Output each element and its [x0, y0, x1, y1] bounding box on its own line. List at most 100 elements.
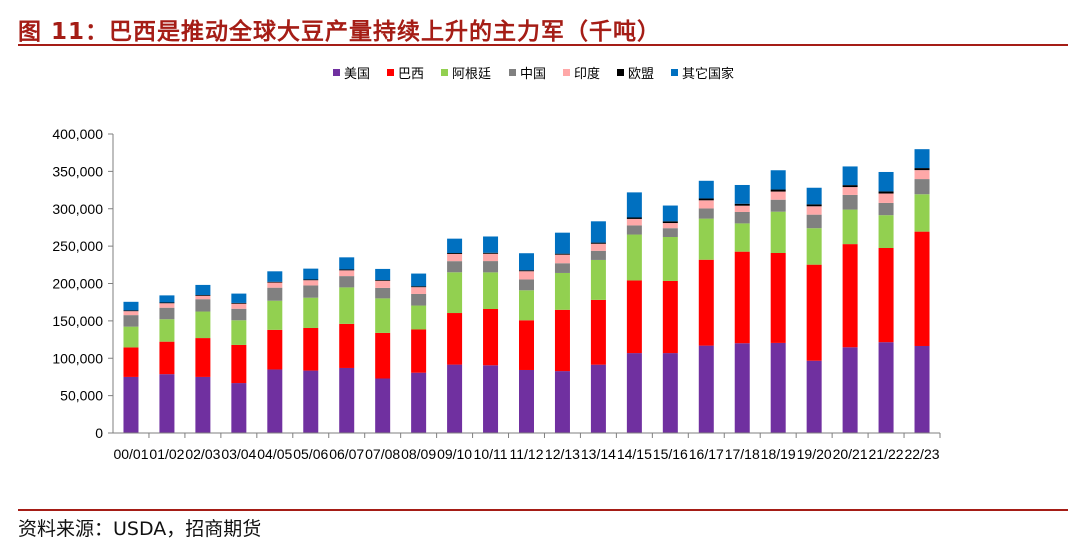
bar-segment: [770, 191, 786, 200]
bar-segment: [483, 365, 499, 433]
bar-segment: [375, 280, 391, 281]
bar-segment: [842, 166, 858, 186]
bar-segment: [626, 280, 642, 354]
bar-segment: [806, 206, 822, 215]
bar-segment: [914, 149, 930, 169]
bar-segment: [123, 347, 139, 377]
bar-segment: [519, 320, 534, 370]
bar-segment: [339, 270, 355, 277]
legend-label: 巴西: [398, 66, 424, 81]
y-tick-label: 100,000: [52, 350, 103, 366]
bar-segment: [447, 272, 463, 314]
bar-segment: [195, 299, 211, 312]
y-tick-label: 250,000: [52, 238, 103, 254]
bar-segment: [842, 209, 858, 245]
bar-segment: [411, 293, 427, 306]
legend-label: 美国: [344, 66, 370, 81]
bar-segment: [806, 214, 822, 229]
bar-segment: [231, 308, 247, 321]
legend-swatch: [333, 69, 340, 76]
source-note: 资料来源：USDA，招商期货: [18, 518, 262, 540]
legend-swatch: [617, 69, 624, 76]
bar-segment: [375, 280, 391, 288]
bar-segment: [159, 302, 175, 304]
legend-swatch: [509, 69, 516, 76]
bar-segment: [806, 360, 822, 433]
bar-segment: [734, 205, 750, 212]
bar-segment: [123, 376, 139, 433]
x-tick-label: 02/03: [185, 446, 220, 462]
bar-segment: [914, 345, 930, 433]
bar-segment: [626, 225, 642, 235]
bar-segment: [878, 202, 894, 216]
legend-label: 其它国家: [682, 66, 734, 81]
bar-segment: [662, 237, 678, 281]
bar-segment: [411, 286, 427, 288]
bar-segment: [123, 315, 139, 327]
title-divider: [18, 44, 1068, 46]
bar-segment: [914, 179, 930, 195]
bar-segment: [483, 236, 499, 253]
bar-segment: [411, 305, 427, 330]
bar-segment: [375, 287, 391, 299]
bar-segment: [159, 303, 175, 308]
bar-segment: [698, 200, 714, 209]
x-tick-label: 16/17: [689, 446, 724, 462]
bar-segment: [770, 211, 786, 254]
x-tick-label: 12/13: [545, 446, 580, 462]
y-tick-label: 200,000: [52, 276, 103, 292]
legend-swatch: [563, 69, 570, 76]
bar-segment: [878, 247, 894, 343]
x-tick-label: 11/12: [510, 446, 544, 462]
bar-segment: [626, 353, 642, 433]
bar-segment: [770, 342, 786, 433]
bar-segment: [159, 319, 175, 342]
bar-segment: [734, 203, 750, 206]
bar-segment: [195, 284, 211, 296]
bar-segment: [195, 295, 211, 296]
bar-segment: [590, 364, 606, 433]
bar-segment: [411, 287, 427, 294]
bar-segment: [662, 221, 678, 224]
bar-segment: [626, 217, 642, 219]
bar-segment: [159, 307, 175, 320]
y-tick-label: 300,000: [52, 201, 103, 217]
y-tick-label: 400,000: [52, 126, 103, 142]
bar-segment: [447, 253, 463, 262]
bar-segment: [662, 223, 678, 229]
bar-segment: [267, 281, 283, 283]
bar-segment: [698, 218, 714, 260]
x-tick-label: 18/19: [761, 446, 796, 462]
bar-segment: [519, 270, 534, 272]
bar-segment: [123, 311, 139, 316]
bar-segment: [483, 261, 499, 273]
bar-segment: [590, 259, 606, 300]
bar-segment: [554, 371, 570, 433]
x-tick-label: 01/02: [149, 446, 184, 462]
bar-segment: [231, 383, 247, 433]
x-tick-label: 08/09: [401, 446, 436, 462]
bar-segment: [554, 309, 570, 372]
bar-segment: [519, 271, 534, 280]
bar-segment: [483, 252, 499, 254]
legend-label: 中国: [520, 66, 546, 81]
legend-label: 欧盟: [628, 66, 654, 81]
bar-segment: [626, 218, 642, 226]
bar-segment: [159, 341, 175, 375]
bar-segment: [806, 228, 822, 265]
bar-segment: [195, 295, 211, 300]
bar-segment: [698, 345, 714, 433]
bar-segment: [339, 367, 355, 433]
legend: 美国 巴西 阿根廷 中国 印度 欧盟 其它国家: [333, 66, 734, 81]
x-axis: 00/01 01/02 02/03 03/04 04/05 05/06 06/07 07/08…: [113, 432, 941, 462]
bar-segment: [303, 327, 319, 371]
x-tick-label: 00/01: [113, 446, 148, 462]
x-tick-label: 13/14: [581, 446, 616, 462]
bars: [123, 149, 930, 433]
bar-segment: [770, 253, 786, 343]
bar-segment: [662, 353, 678, 433]
bar-segment: [411, 372, 427, 433]
bar-segment: [123, 326, 139, 348]
bar-segment: [734, 211, 750, 224]
stacked-bar-chart: 美国 巴西 阿根廷 中国 印度 欧盟 其它国家 0 50,000 100,000 150,000 2…: [52, 66, 941, 462]
